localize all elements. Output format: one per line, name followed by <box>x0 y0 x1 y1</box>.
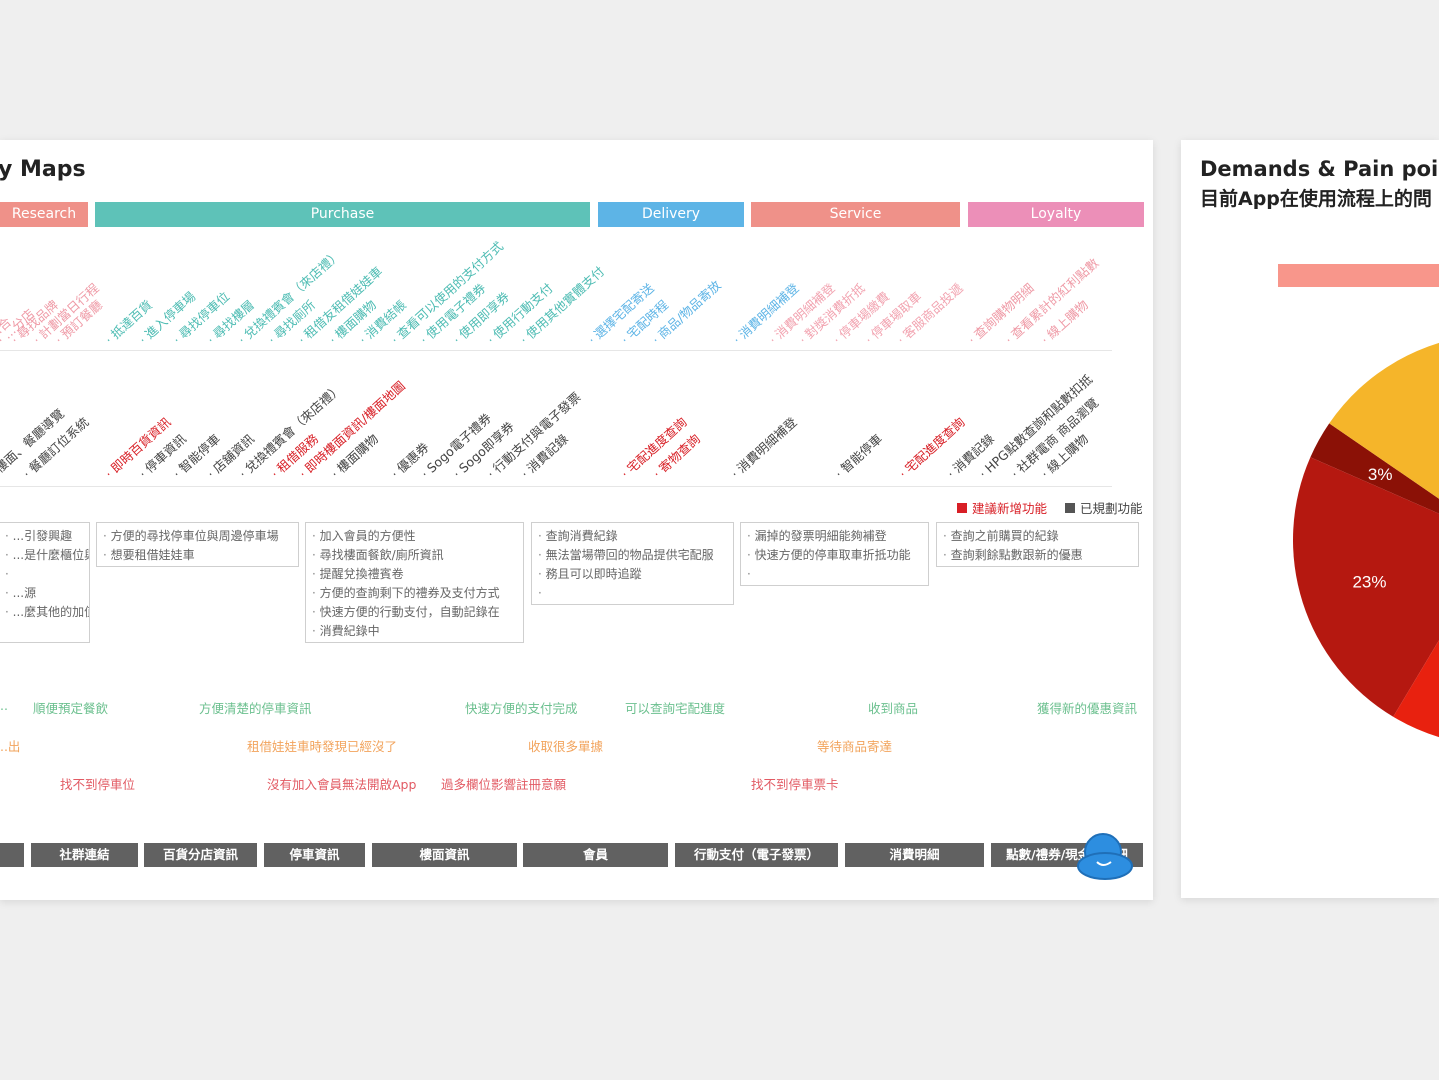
chat-bubble-icon[interactable] <box>1075 832 1133 882</box>
emotion-negative: 過多欄位影響註冊意願 <box>441 777 567 792</box>
legend-suggested-label: 建議新增功能 <box>972 501 1048 516</box>
need-item: 加入會員的方便性 <box>312 527 517 546</box>
app-function-label: 智能停車 <box>832 431 885 481</box>
need-item: 查詢消費紀錄 <box>538 527 727 546</box>
pie-slice <box>1329 343 1439 499</box>
feature-tab-parking[interactable]: 停車資訊 <box>264 843 365 867</box>
need-item: ...是什麼櫃位與 <box>5 546 89 565</box>
row-divider <box>0 486 1112 487</box>
need-item: 務且可以即時追蹤 <box>538 565 727 584</box>
need-item: 無法當場帶回的物品提供宅配服 <box>538 546 727 565</box>
demands-slide: Demands & Pain point 目前App在使用流程上的問 3% 23%… <box>1181 140 1439 898</box>
phase-research: Research <box>0 202 88 227</box>
feature-tab-mobile-pay[interactable]: 行動支付（電子發票） <box>675 843 838 867</box>
pain-point-pie-chart: 3%23%10% <box>1293 343 1439 737</box>
phase-loyalty: Loyalty <box>968 202 1144 227</box>
need-item: 快速方便的停車取車折抵功能 <box>747 546 922 565</box>
needs-box-delivery: 查詢消費紀錄無法當場帶回的物品提供宅配服務且可以即時追蹤 <box>531 522 734 605</box>
needs-box-purchase-member: 加入會員的方便性尋找樓面餐飲/廁所資訊提醒兌換禮賓卷方便的查詢剩下的禮券及支付方… <box>305 522 524 643</box>
phase-purchase: Purchase <box>95 202 590 227</box>
needs-box-service: 漏掉的發票明細能夠補登快速方便的停車取車折抵功能 <box>740 522 929 586</box>
needs-box-research: ...引發興趣...是什麼櫃位與 ...源...麼其他的加值 <box>0 522 90 643</box>
need-item: ...引發興趣 <box>5 527 83 546</box>
pain-point-bar <box>1278 264 1439 287</box>
demands-subtitle: 目前App在使用流程上的問 <box>1200 188 1432 210</box>
need-item: 消費紀錄中 <box>312 622 517 641</box>
emotion-negative: 找不到停車位 <box>60 777 136 792</box>
need-item: 想要租借娃娃車 <box>103 546 292 565</box>
phase-service: Service <box>751 202 960 227</box>
pie-slice <box>1293 457 1439 717</box>
need-item: 尋找樓面餐飲/廁所資訊 <box>312 546 517 565</box>
pie-slice-label: 23% <box>1352 572 1386 591</box>
emotion-neutral: 收取很多單據 <box>528 739 604 754</box>
need-item: 方便的查詢剩下的禮券及支付方式 <box>312 584 517 603</box>
need-item: ...麼其他的加值 <box>5 603 89 622</box>
emotion-positive: 收到商品 <box>868 701 919 716</box>
emotion-neutral: 等待商品寄達 <box>817 739 893 754</box>
pie-slice <box>1393 640 1439 737</box>
feature-tab-floor[interactable]: 樓面資訊 <box>372 843 517 867</box>
needs-box-loyalty: 查詢之前購買的紀錄查詢剩餘點數跟新的優惠 <box>936 522 1139 567</box>
emotion-positive: 順便預定餐飲 <box>33 701 109 716</box>
phase-delivery: Delivery <box>598 202 744 227</box>
feature-tab-member[interactable]: 會員 <box>523 843 668 867</box>
legend-planned-label: 已規劃功能 <box>1080 501 1143 516</box>
need-item: 查詢之前購買的紀錄 <box>943 527 1132 546</box>
row-divider <box>0 350 1112 351</box>
need-item <box>747 565 922 584</box>
need-item <box>5 565 83 584</box>
app-function-label: 消費明細補登 <box>728 414 800 481</box>
needs-box-purchase-parking: 方便的尋找停車位與周邊停車場想要租借娃娃車 <box>96 522 299 567</box>
need-item: 查詢剩餘點數跟新的優惠 <box>943 546 1132 565</box>
need-item: 提醒兌換禮賓卷 <box>312 565 517 584</box>
demands-title: Demands & Pain point <box>1200 157 1439 181</box>
emotion-negative: 找不到停車票卡 <box>751 777 839 792</box>
emotion-positive: 快速方便的支付完成 <box>465 701 578 716</box>
emotion-neutral: ...出 <box>0 739 21 754</box>
pie-slice <box>1310 423 1439 514</box>
journey-map-slide: y Maps Research Purchase Delivery Servic… <box>0 140 1153 900</box>
journey-map-title: y Maps <box>0 157 86 182</box>
need-item: ...源 <box>5 584 83 603</box>
need-item: 方便的尋找停車位與周邊停車場 <box>103 527 292 546</box>
pie-slice-label: 3% <box>1368 465 1393 484</box>
emotion-neutral: 租借娃娃車時發現已經沒了 <box>247 739 398 754</box>
need-item: 快速方便的行動支付，自動記錄在 <box>312 603 517 622</box>
need-item: 漏掉的發票明細能夠補登 <box>747 527 922 546</box>
emotion-positive: 方便清楚的停車資訊 <box>199 701 312 716</box>
emotion-negative: 沒有加入會員無法開啟App <box>267 777 417 792</box>
legend: 建議新增功能 已規劃功能 <box>957 498 1143 517</box>
legend-suggested-swatch <box>957 502 967 513</box>
feature-tab-stores[interactable]: 百貨分店資訊 <box>144 843 257 867</box>
legend-planned-swatch <box>1065 502 1076 513</box>
emotion-positive: ... <box>0 698 8 713</box>
feature-tab-receipts[interactable]: 消費明細 <box>845 843 984 867</box>
feature-tab[interactable] <box>0 843 24 867</box>
emotion-positive: 獲得新的優惠資訊 <box>1037 701 1138 716</box>
emotion-positive: 可以查詢宅配進度 <box>625 701 726 716</box>
need-item <box>538 584 727 603</box>
feature-tab-social[interactable]: 社群連結 <box>31 843 138 867</box>
